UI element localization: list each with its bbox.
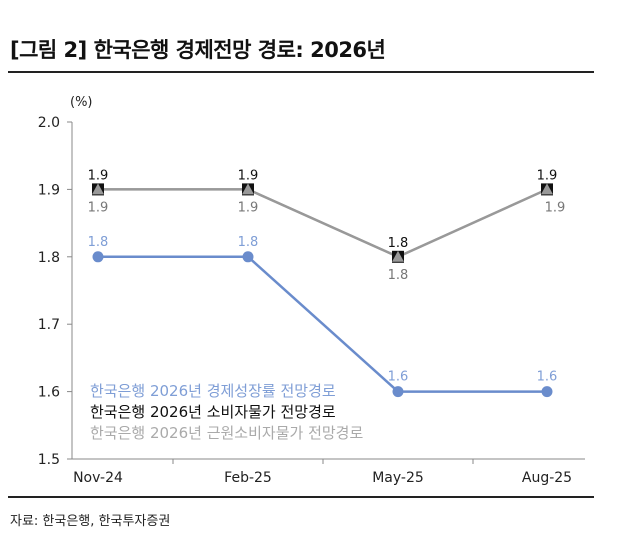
series-line-core-cpi [98, 188, 548, 259]
y-tick-label: 1.8 [38, 250, 60, 266]
gdp-data-label: 1.6 [388, 370, 409, 385]
series-line-gdp [98, 255, 547, 393]
x-tick-label: Feb-25 [224, 470, 272, 486]
x-tick-label: May-25 [372, 470, 424, 486]
legend-item: 한국은행 2026년 소비자물가 전망경로 [90, 403, 336, 421]
y-tick-label: 1.9 [38, 182, 60, 198]
x-tick-label: Aug-25 [522, 470, 572, 486]
core-cpi-data-label: 1.9 [238, 200, 259, 215]
core-cpi-marker [242, 183, 254, 195]
y-tick-label: 1.5 [38, 452, 60, 468]
y-tick-label: 1.6 [38, 385, 60, 401]
y-tick-label: 2.0 [38, 115, 60, 131]
gdp-data-label: 1.8 [238, 235, 259, 250]
cpi-data-label: 1.9 [88, 168, 109, 183]
y-unit-label: (%) [70, 95, 93, 110]
legend-item: 한국은행 2026년 경제성장률 전망경로 [90, 382, 336, 400]
line-chart: (%) 1.5 1.6 1.7 1.8 1.9 2.0 Nov-24 Feb-25 May-25 A… [38, 95, 585, 486]
gdp-data-label: 1.8 [88, 235, 109, 250]
bottom-divider [8, 496, 594, 498]
cpi-data-label: 1.9 [537, 168, 558, 183]
gdp-marker [392, 386, 404, 398]
legend-item: 한국은행 2026년 근원소비자물가 전망경로 [90, 424, 363, 442]
y-tick-label: 1.7 [38, 317, 60, 333]
chart-title: [그림 2] 한국은행 경제전망 경로: 2026년 [10, 38, 386, 62]
title-divider [8, 71, 594, 73]
core-cpi-data-label: 1.9 [545, 200, 566, 215]
core-cpi-data-label: 1.8 [388, 268, 409, 283]
cpi-data-label: 1.8 [388, 236, 409, 251]
core-cpi-data-label: 1.9 [88, 200, 109, 215]
gdp-marker [242, 251, 254, 263]
source-note: 자료: 한국은행, 한국투자증권 [10, 514, 171, 529]
core-cpi-marker [541, 183, 553, 195]
gdp-data-label: 1.6 [537, 370, 558, 385]
gdp-marker [541, 386, 553, 398]
x-tick-label: Nov-24 [73, 470, 123, 486]
core-cpi-marker [92, 183, 104, 195]
cpi-data-label: 1.9 [238, 168, 259, 183]
gdp-marker [92, 251, 104, 263]
core-cpi-marker [392, 250, 404, 262]
